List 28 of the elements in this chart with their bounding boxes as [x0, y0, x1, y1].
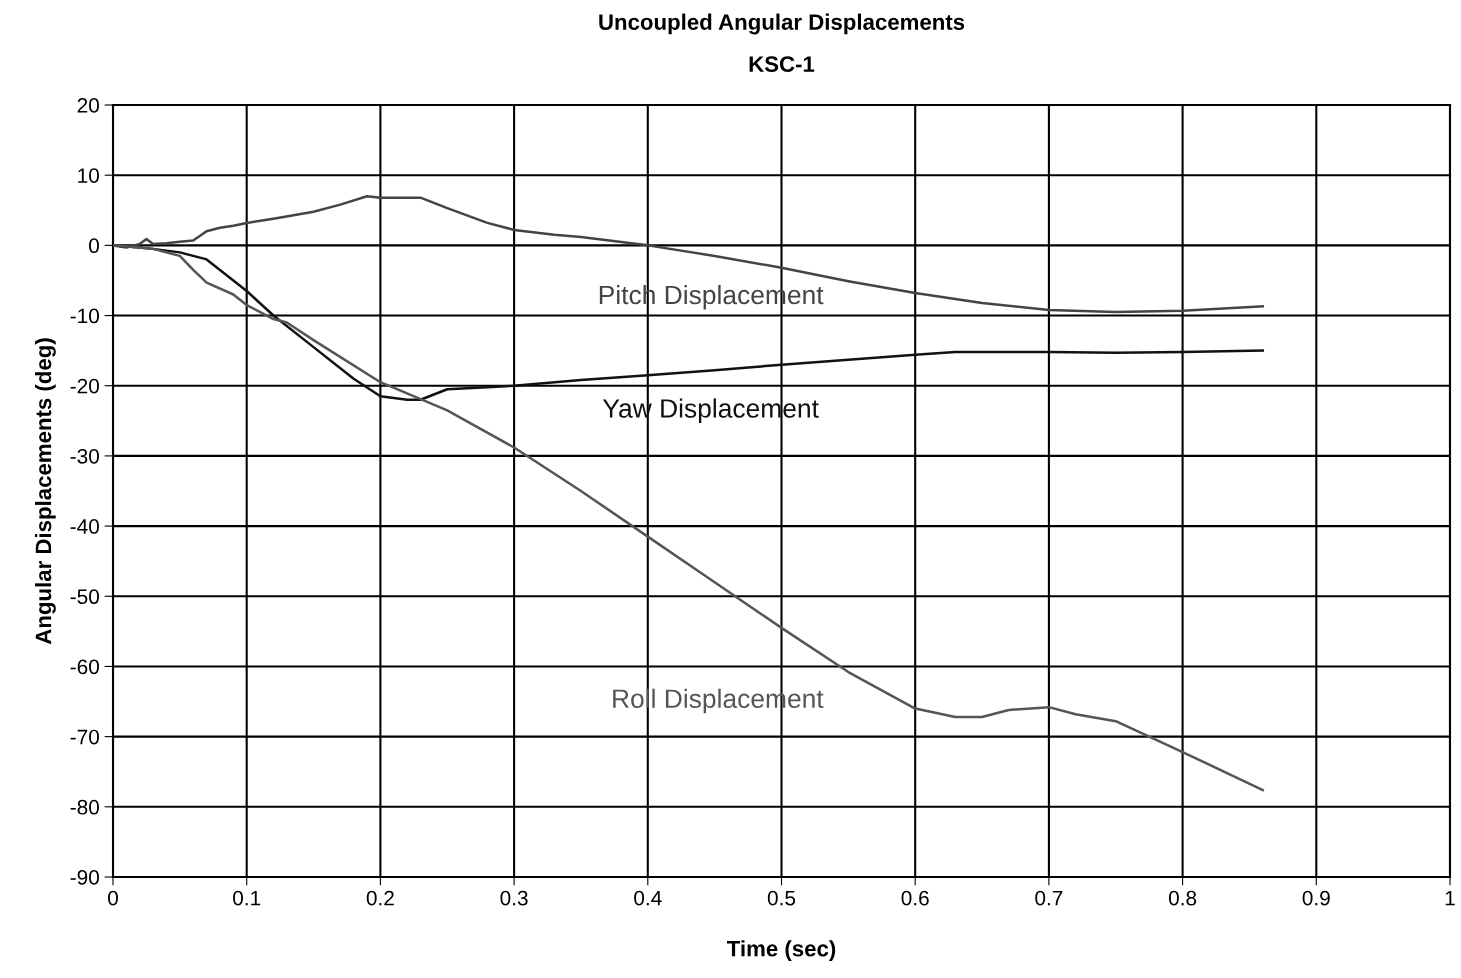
- x-tick-label: 0.2: [366, 890, 394, 906]
- y-tick-label: 10: [78, 168, 99, 183]
- line-series: [113, 244, 1265, 792]
- y-tick-label: -90: [70, 870, 99, 885]
- y-axis-title: Angular Displacements (deg): [35, 338, 56, 645]
- y-tick-label: -40: [70, 519, 99, 534]
- y-tick-label: -30: [70, 448, 99, 464]
- x-tick-label: 0.4: [634, 890, 662, 906]
- x-tick-label: 0.7: [1035, 890, 1063, 906]
- y-tick-label: -20: [70, 378, 99, 394]
- chart-title: Uncoupled Angular Displacements: [599, 13, 965, 35]
- y-tick-label: -80: [70, 799, 99, 815]
- x-tick-label: 0.9: [1302, 890, 1330, 906]
- x-tick-label: 0.8: [1168, 890, 1197, 906]
- y-tick-label: 0: [89, 238, 99, 254]
- x-tick-label: 1: [1445, 890, 1455, 906]
- x-tick-label: 0.6: [901, 890, 929, 906]
- x-tick-label: 0.5: [767, 890, 796, 906]
- y-tick-label: -50: [70, 589, 99, 605]
- x-tick-label: 0.1: [233, 890, 261, 906]
- y-tick-label: -60: [70, 659, 99, 675]
- y-tick-label: 20: [77, 98, 99, 113]
- y-tick-label: -70: [70, 729, 99, 745]
- x-axis-title: Time (sec): [726, 940, 836, 961]
- x-tick-label: 0: [108, 890, 118, 906]
- x-tick-label: 0.3: [500, 890, 528, 906]
- y-tick-label: -10: [70, 308, 99, 324]
- chart-subtitle: KSC-1: [749, 56, 815, 72]
